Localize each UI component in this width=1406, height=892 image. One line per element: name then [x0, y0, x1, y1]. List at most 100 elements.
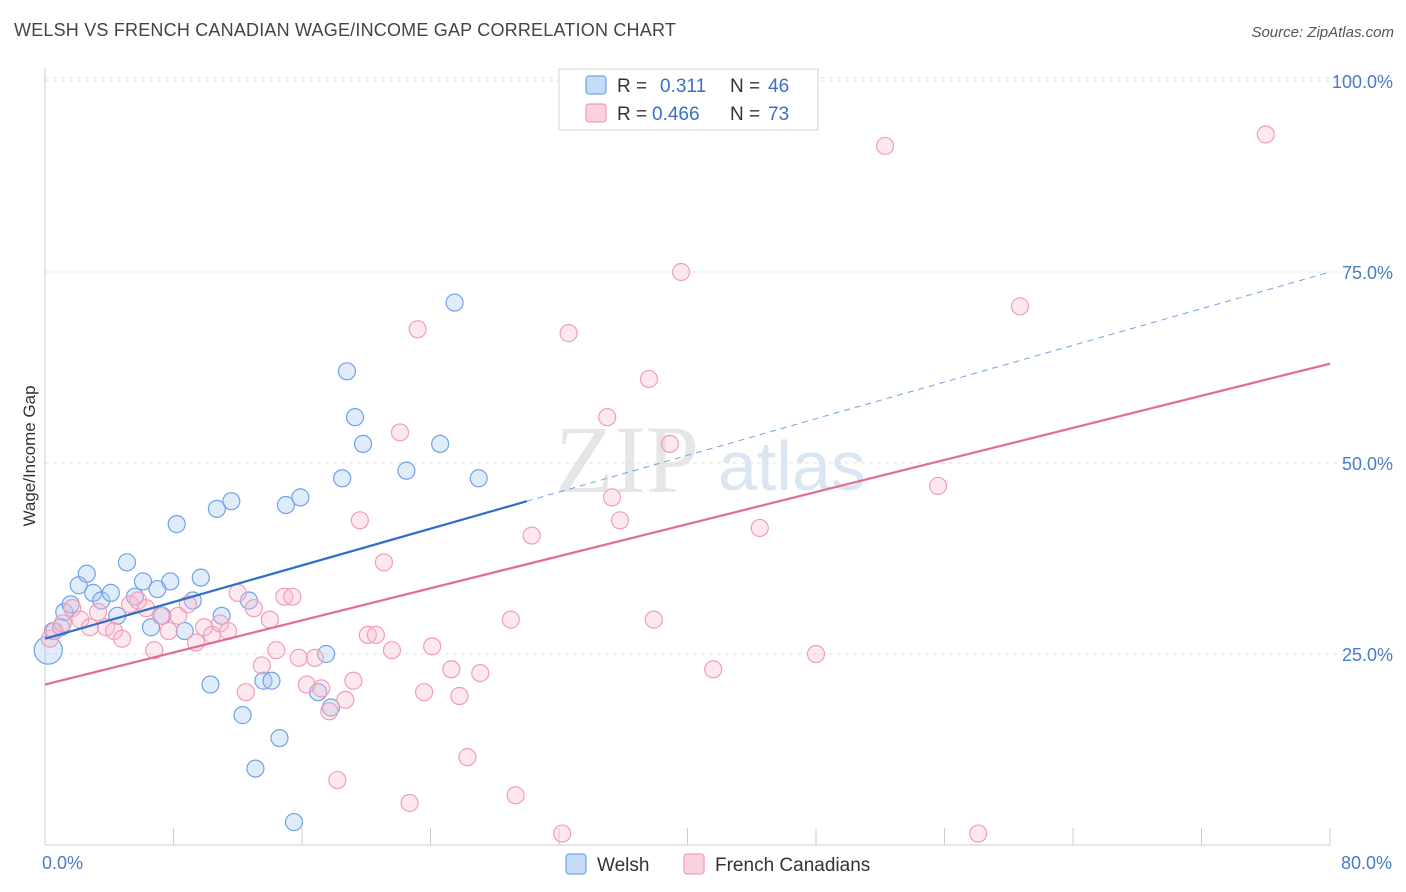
- french-canadians-point-54: [506, 786, 525, 805]
- french-canadians-point-57: [559, 324, 578, 343]
- welsh-point-23: [207, 499, 226, 518]
- french-canadians-point-25: [244, 599, 263, 618]
- welsh-point-45: [469, 469, 488, 488]
- data-points: [33, 125, 1275, 843]
- french-canadians-point-53: [501, 610, 520, 629]
- legend-label-welsh: Welsh: [597, 855, 649, 876]
- french-canadians-point-72: [1256, 125, 1275, 144]
- stats-r-value-french-canadians: 0.466: [652, 104, 700, 125]
- french-canadians-point-71: [1010, 297, 1030, 316]
- welsh-point-17: [161, 572, 180, 591]
- french-canadians-point-37: [336, 690, 355, 709]
- french-canadians-point-13: [145, 641, 164, 660]
- french-canadians-point-61: [639, 369, 659, 389]
- stats-n-value-french-canadians: 73: [768, 104, 789, 125]
- trend-lines: [44, 271, 1331, 686]
- stats-n-value-welsh: 46: [768, 76, 789, 97]
- french-canadians-trend-line: [44, 362, 1331, 686]
- french-canadians-point-30: [283, 587, 302, 606]
- welsh-point-8: [92, 591, 111, 610]
- welsh-point-39: [337, 362, 357, 381]
- french-canadians-point-59: [602, 488, 622, 507]
- welsh-point-28: [246, 759, 265, 778]
- stats-r-label-french-canadians: R =: [617, 104, 647, 125]
- y-tick-label-0: 25.0%: [1342, 645, 1393, 665]
- welsh-point-44: [445, 293, 464, 312]
- welsh-point-31: [270, 728, 289, 748]
- welsh-point-38: [333, 469, 352, 488]
- french-canadians-point-43: [382, 641, 402, 660]
- french-canadians-point-34: [312, 679, 331, 698]
- legend-swatch-french-canadians: [683, 853, 705, 875]
- x-tick-label-max: 80.0%: [1341, 853, 1392, 873]
- stats-swatch-french-canadians: [585, 103, 607, 123]
- french-canadians-point-33: [305, 648, 324, 667]
- french-canadians-point-56: [553, 824, 572, 843]
- french-canadians-point-32: [297, 675, 316, 694]
- welsh-point-21: [191, 568, 210, 587]
- french-canadians-point-63: [660, 434, 679, 453]
- stats-n-label-welsh: N =: [730, 76, 760, 97]
- chart-title: WELSH VS FRENCH CANADIAN WAGE/INCOME GAP…: [14, 20, 677, 40]
- french-canadians-point-66: [750, 518, 769, 538]
- grid: [45, 77, 1392, 655]
- french-canadians-point-23: [228, 583, 247, 602]
- french-canadians-point-68: [875, 136, 895, 156]
- welsh-point-13: [133, 572, 153, 591]
- welsh-point-18: [167, 515, 186, 534]
- french-canadians-point-48: [423, 637, 442, 656]
- y-axis-label: Wage/Income Gap: [20, 385, 39, 526]
- french-canadians-point-42: [374, 553, 394, 572]
- welsh-point-32: [276, 495, 296, 515]
- chart-source: Source: ZipAtlas.com: [1251, 24, 1394, 41]
- french-canadians-point-62: [644, 610, 663, 629]
- french-canadians-point-9: [112, 629, 132, 648]
- y-tick-labels: 25.0% 50.0% 75.0% 100.0%: [1332, 72, 1393, 665]
- french-canadians-point-60: [610, 511, 630, 530]
- welsh-point-26: [233, 706, 252, 725]
- french-canadians-point-58: [598, 408, 617, 427]
- french-canadians-point-45: [400, 793, 419, 813]
- welsh-point-36: [316, 644, 336, 664]
- x-ticks: [44, 828, 1331, 845]
- y-tick-label-1: 50.0%: [1342, 454, 1393, 474]
- y-tick-label-2: 75.0%: [1342, 263, 1393, 283]
- welsh-point-34: [291, 488, 310, 507]
- french-canadians-point-6: [88, 602, 108, 622]
- french-canadians-point-39: [350, 511, 369, 530]
- french-canadians-point-14: [151, 606, 170, 625]
- french-canadians-point-31: [289, 648, 308, 667]
- welsh-point-43: [431, 434, 450, 453]
- series-legend: Welsh French Canadians: [565, 853, 870, 876]
- french-canadians-point-47: [414, 683, 434, 702]
- y-tick-label-3: 100.0%: [1332, 72, 1393, 92]
- french-canadians-point-65: [704, 660, 723, 679]
- stats-r-label-welsh: R =: [617, 76, 647, 97]
- french-canadians-point-44: [390, 423, 410, 442]
- stats-legend: R = 0.311 N = 46 R = 0.466 N = 73: [558, 68, 819, 131]
- welsh-point-41: [353, 434, 373, 453]
- welsh-point-30: [262, 671, 281, 690]
- welsh-point-25: [222, 492, 241, 511]
- french-canadians-point-50: [450, 686, 469, 706]
- french-canadians-point-15: [159, 621, 178, 641]
- watermark-atlas: atlas: [718, 427, 866, 505]
- welsh-point-33: [284, 812, 304, 832]
- welsh-point-9: [101, 583, 120, 602]
- welsh-trend-line: [44, 500, 528, 640]
- stats-n-label-french-canadians: N =: [730, 104, 760, 125]
- welsh-point-19: [175, 621, 194, 641]
- legend-label-french-canadians: French Canadians: [715, 855, 870, 876]
- french-canadians-point-24: [236, 683, 255, 702]
- french-canadians-point-26: [252, 656, 271, 675]
- stats-r-value-welsh: 0.311: [660, 76, 706, 97]
- watermark-zip: ZIP: [555, 406, 699, 513]
- french-canadians-point-2: [53, 614, 72, 633]
- welsh-point-11: [117, 553, 137, 572]
- french-canadians-point-49: [442, 660, 461, 679]
- french-canadians-point-67: [806, 644, 826, 664]
- welsh-point-24: [212, 606, 231, 625]
- french-canadians-point-27: [260, 610, 279, 629]
- french-canadians-point-55: [522, 526, 541, 545]
- welsh-point-42: [397, 461, 416, 480]
